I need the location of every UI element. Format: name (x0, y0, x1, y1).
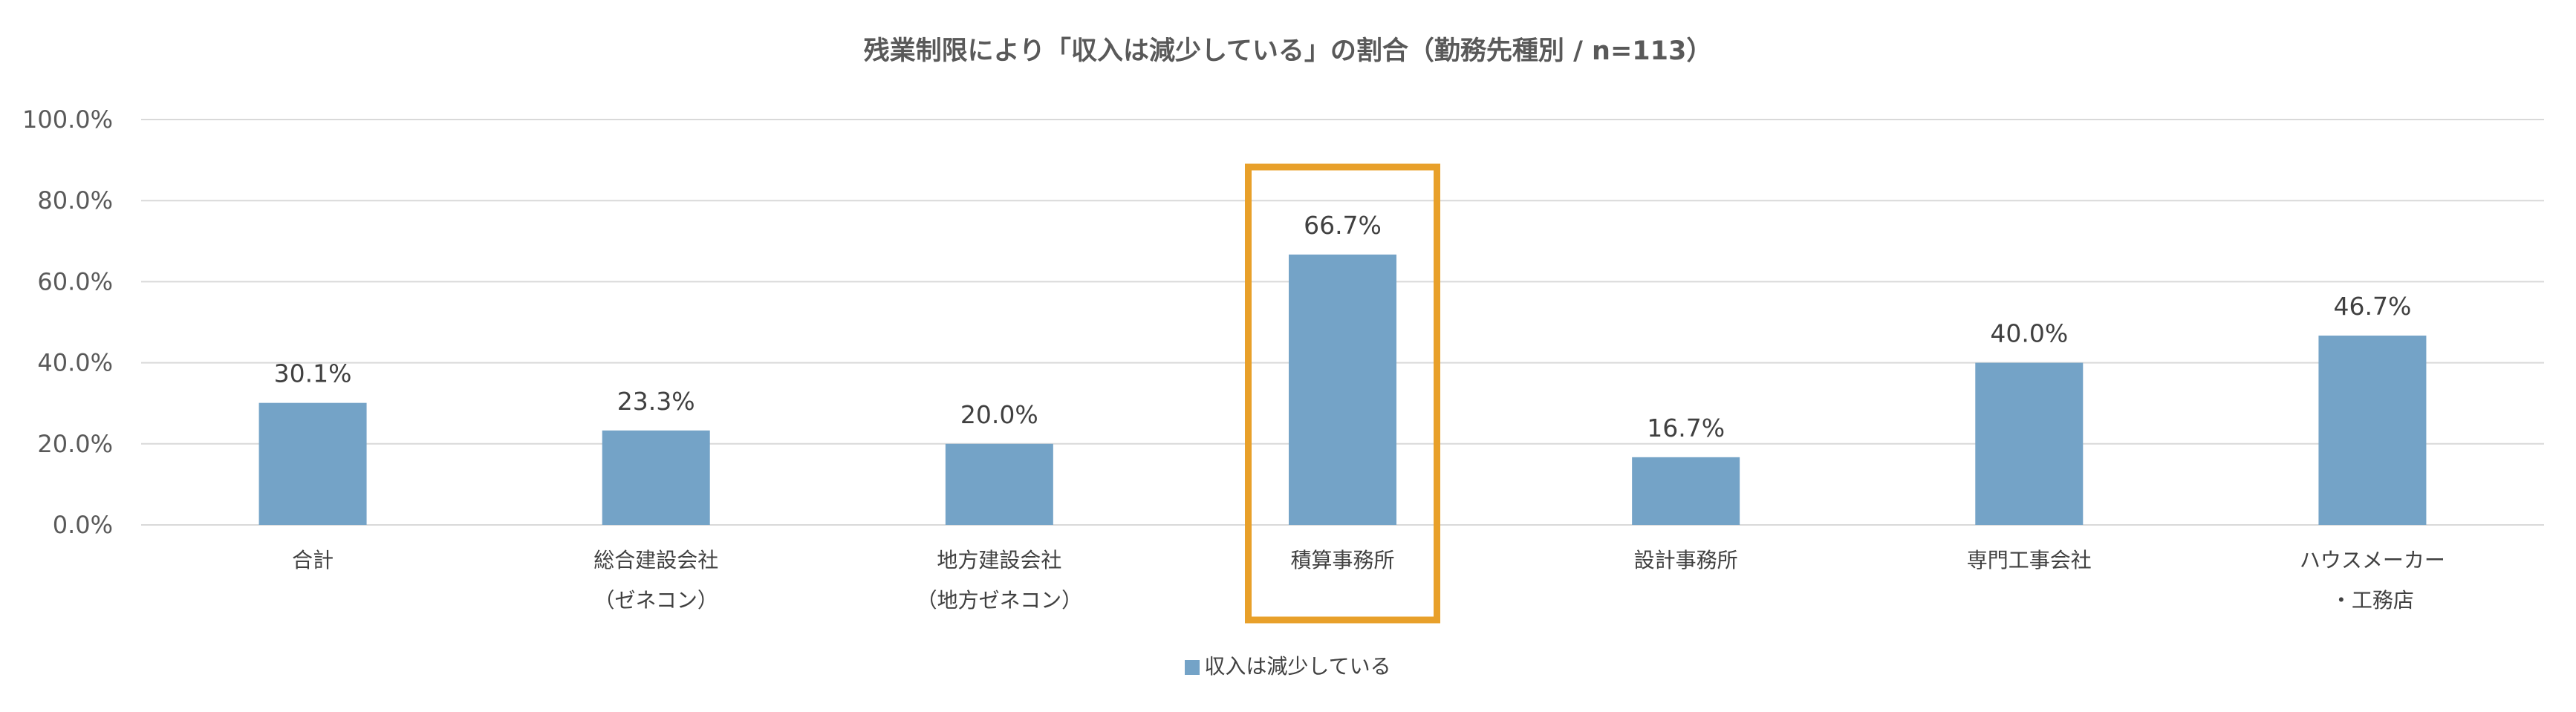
y-tick-label: 40.0% (37, 349, 113, 377)
category-label: ハウスメーカー (2300, 548, 2445, 572)
bar (1975, 362, 2084, 525)
data-label: 66.7% (1304, 211, 1382, 240)
category-label: 積算事務所 (1290, 548, 1394, 572)
y-tick-label: 100.0% (22, 105, 113, 134)
highlight-box (1245, 163, 1440, 624)
category-label: 設計事務所 (1634, 548, 1738, 572)
data-label: 16.7% (1647, 414, 1725, 442)
data-label: 40.0% (1990, 319, 2068, 348)
bar (602, 430, 710, 525)
data-label: 23.3% (617, 387, 695, 416)
data-label: 46.7% (2334, 292, 2412, 321)
y-tick-label: 20.0% (37, 430, 113, 458)
legend-swatch (1185, 660, 1200, 675)
bar (1632, 457, 1740, 525)
bar (2318, 336, 2427, 525)
bars (258, 254, 2427, 525)
data-label: 20.0% (960, 400, 1038, 429)
bar (1289, 254, 1396, 525)
data-labels: 30.1% 23.3% 20.0% 66.7% 16.7% 40.0% 46.7% (274, 211, 2412, 442)
category-label: 合計 (292, 548, 334, 572)
category-label: 地方建設会社 (937, 548, 1061, 572)
y-tick-label: 60.0% (37, 267, 113, 295)
data-label: 30.1% (274, 359, 352, 388)
category-label: （ゼネコン） (593, 588, 718, 613)
bar (258, 402, 367, 525)
y-tick-label: 0.0% (53, 511, 113, 539)
bar (945, 443, 1053, 525)
y-tick-label: 80.0% (37, 186, 113, 215)
category-label: ・工務店 (2331, 588, 2414, 613)
chart-title: 残業制限により「収入は減少している」の割合（勤務先種別 / n=113） (863, 36, 1713, 66)
legend: 収入は減少している (0, 650, 2576, 680)
highlight-box (1245, 163, 1440, 624)
category-label: 専門工事会社 (1967, 548, 2092, 572)
category-label: 総合建設会社 (593, 548, 718, 572)
category-labels: 合計 総合建設会社 （ゼネコン） 地方建設会社 （地方ゼネコン） 積算事務所 設計事務所 専門… (292, 548, 2445, 613)
category-label: （地方ゼネコン） (917, 588, 1082, 613)
legend-label: 収入は減少している (1204, 654, 1391, 679)
y-axis-ticks: 0.0% 20.0% 40.0% 60.0% 80.0% 100.0% (22, 105, 113, 539)
